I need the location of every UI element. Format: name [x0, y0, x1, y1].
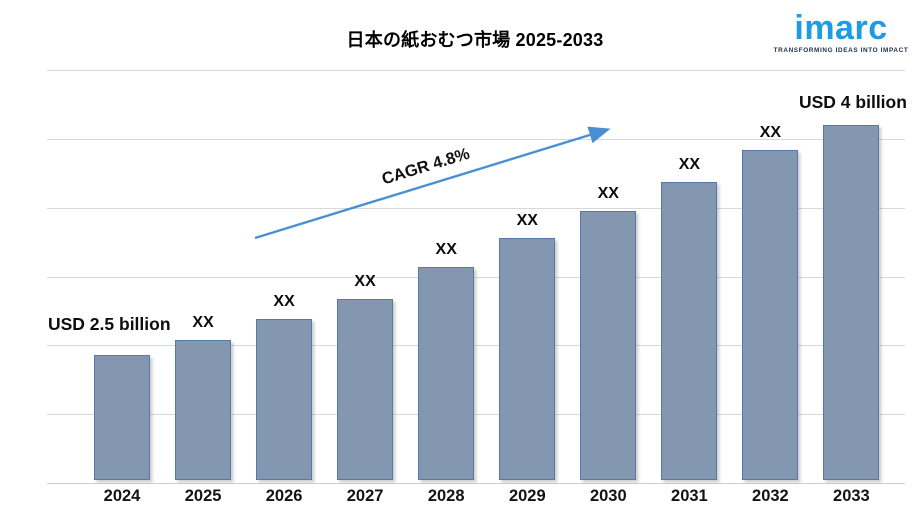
- chart-title: 日本の紙おむつ市場 2025-2033: [346, 30, 604, 50]
- bar-value-label-2029: XX: [516, 212, 538, 229]
- x-axis-label-2032: 2032: [752, 487, 789, 505]
- bar-value-label-2025: XX: [192, 314, 214, 331]
- bar-value-label-2031: XX: [678, 156, 701, 173]
- gridline: [47, 345, 905, 347]
- x-axis-line: [47, 483, 905, 484]
- bar-2031: [661, 182, 718, 480]
- x-axis-label-2024: 2024: [103, 487, 141, 505]
- bar-2028: [418, 267, 475, 480]
- gridline: [47, 70, 905, 71]
- bar-value-label-2027: XX: [354, 273, 376, 290]
- x-axis-label-2029: 2029: [508, 487, 546, 505]
- bar-value-label-2030: XX: [597, 185, 619, 202]
- x-axis-label-2031: 2031: [671, 487, 708, 505]
- gridline: [47, 276, 905, 278]
- bar-2029: [499, 238, 556, 480]
- x-axis-label-2025: 2025: [184, 487, 222, 505]
- x-axis-label-2026: 2026: [265, 487, 303, 505]
- bar-2024: [94, 355, 150, 480]
- bar-2026: [256, 319, 313, 480]
- plot-area: [47, 70, 905, 484]
- bar-2032: [742, 150, 799, 480]
- last-bar-value-annotation: USD 4 billion: [799, 92, 907, 112]
- bar-value-label-2028: XX: [435, 241, 457, 258]
- x-axis-label-2028: 2028: [427, 487, 465, 505]
- imarc-logo: imarc TRANSFORMING IDEAS INTO IMPACT: [768, 9, 914, 55]
- bar-2025: [175, 340, 232, 480]
- bar-2027: [337, 299, 394, 480]
- imarc-logo-wordmark: imarc: [794, 9, 888, 47]
- first-bar-value-annotation: USD 2.5 billion: [48, 314, 171, 334]
- bar-value-label-2032: XX: [759, 124, 782, 141]
- imarc-logo-tagline: TRANSFORMING IDEAS INTO IMPACT: [773, 47, 909, 55]
- x-axis-label-2033: 2033: [833, 487, 870, 505]
- bar-value-label-2026: XX: [273, 293, 295, 310]
- bar-2030: [580, 211, 637, 480]
- x-axis-label-2030: 2030: [589, 487, 627, 505]
- bar-2033: [823, 125, 880, 480]
- x-axis-label-2027: 2027: [346, 487, 384, 505]
- gridline: [47, 414, 905, 416]
